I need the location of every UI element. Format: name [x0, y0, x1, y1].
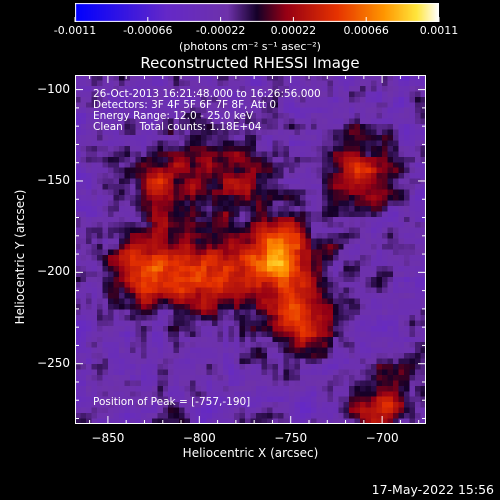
y-tick-label: −250 — [37, 355, 70, 370]
heatmap-image — [75, 75, 426, 424]
plot-title: Reconstructed RHESSI Image — [140, 54, 360, 72]
x-tick-label: −850 — [91, 431, 125, 445]
y-axis-label: Heliocentric Y (arcsec) — [13, 189, 27, 325]
colorbar-tick-label: 0.0011 — [419, 24, 459, 37]
info-energy: Energy Range: 12.0 - 25.0 keV — [93, 110, 254, 122]
y-tick-label: −100 — [37, 81, 70, 96]
colorbar-unit-label: (photons cm⁻² s⁻¹ asec⁻²) — [179, 40, 321, 53]
colorbar-tick-label: 0.00066 — [343, 24, 389, 37]
y-tick-label: −150 — [37, 172, 70, 187]
colorbar-tick-label: 0.00022 — [270, 24, 317, 37]
x-tick-label: −750 — [274, 431, 308, 445]
plot-frame — [75, 75, 426, 424]
info-time: 26-Oct-2013 16:21:48.000 to 16:26:56.000 — [93, 88, 321, 100]
footer-timestamp: 17-May-2022 15:56 — [371, 482, 494, 497]
x-axis-label: Heliocentric X (arcsec) — [182, 446, 319, 460]
colorbar — [75, 3, 439, 22]
x-tick-label: −700 — [365, 431, 399, 445]
y-tick-label: −200 — [37, 264, 70, 279]
colorbar-tick-label: -0.00066 — [123, 24, 173, 37]
x-tick-label: −800 — [182, 431, 216, 445]
info-clean: Clean Total counts: 1.18E+04 — [93, 121, 262, 133]
colorbar-tick-label: -0.0011 — [53, 24, 97, 37]
peak-position-label: Position of Peak = [-757,-190] — [93, 396, 251, 408]
colorbar-axis — [74, 17, 440, 22]
colorbar-tick-label: -0.00022 — [195, 24, 246, 37]
info-detectors: Detectors: 3F 4F 5F 6F 7F 8F, Att 0 — [93, 99, 277, 111]
